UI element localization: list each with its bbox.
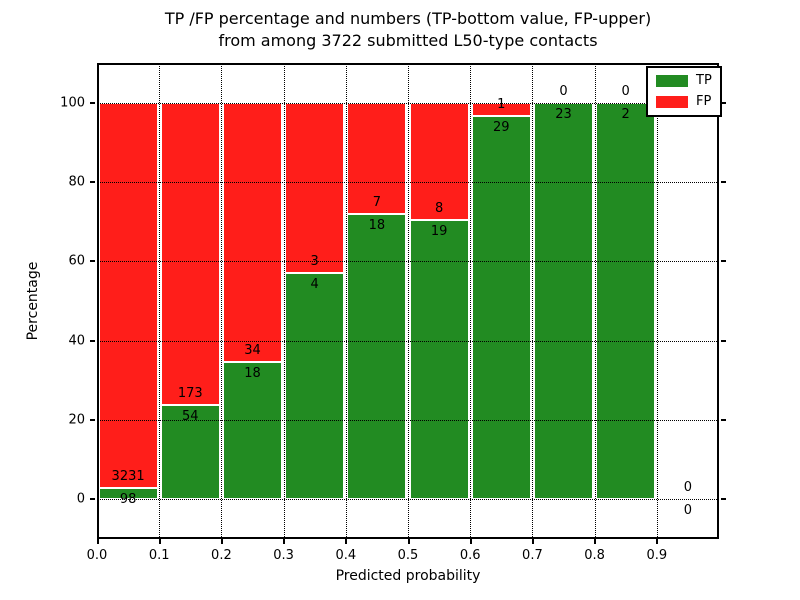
bar-fp-segment [98,102,158,488]
x-tick-mark [345,539,348,544]
y-tick-mark-left [90,419,95,421]
tp-count-label: 2 [621,106,630,122]
x-tick-label: 0.9 [646,548,668,563]
x-tick-label: 0.8 [584,548,605,563]
legend: TP FP [646,66,722,117]
fp-count-label: 0 [559,83,568,99]
y-tick-label: 40 [68,333,85,349]
x-tick-label: 0.3 [273,548,294,563]
bar-tp-segment [596,102,656,500]
tp-count-label: 18 [244,366,261,382]
x-gridline [656,63,658,539]
fp-count-label: 0 [621,83,630,99]
fp-count-label: 0 [683,480,693,496]
tp-legend-swatch [656,75,688,87]
tp-count-label: 23 [555,106,572,122]
bar-fp-segment [285,102,345,273]
tp-legend-label: TP [696,73,712,88]
bar-fp-segment [409,102,469,221]
bar-tp-segment [347,213,407,500]
x-tick-mark [469,539,472,544]
bar-tp-segment [533,102,594,500]
x-tick-label: 0.2 [211,548,232,563]
legend-entry-tp: TP [656,74,712,88]
x-tick-label: 0.6 [459,548,481,563]
x-tick-label: 0.0 [86,548,108,563]
fp-legend-label: FP [696,94,712,109]
bar-fp-segment [160,102,220,405]
tp-count-label: 4 [310,276,319,292]
y-tick-mark-right [721,260,726,263]
fp-count-label: 3 [310,253,319,269]
x-tick-label: 0.4 [335,548,357,563]
bar-tp-segment [222,362,283,500]
tp-count-label: 98 [119,491,137,507]
fp-count-label: 1 [497,96,506,112]
y-gridline [97,340,719,342]
x-gridline [408,63,409,539]
x-gridline [532,63,534,539]
y-tick-mark-right [721,101,726,104]
fp-count-label: 7 [372,194,382,210]
bar-fp-segment [222,102,283,362]
y-tick-label: 60 [68,253,85,269]
y-axis-label: Percentage [25,261,41,341]
y-tick-label: 100 [60,95,85,111]
y-tick-mark-right [721,181,726,183]
fp-count-label: 3231 [111,468,145,484]
tp-count-label: 54 [182,408,199,424]
bar-tp-segment [285,272,345,500]
y-tick-label: 20 [68,412,85,428]
fp-count-label: 34 [244,343,261,359]
y-gridline [97,499,719,501]
y-gridline [97,182,719,183]
x-tick-label: 0.5 [397,548,419,563]
y-tick-mark-left [90,260,95,263]
x-tick-mark [656,539,659,544]
x-tick-mark [158,539,161,544]
x-tick-mark [594,539,597,544]
y-gridline [97,420,719,421]
tp-count-label: 19 [430,224,448,240]
x-gridline [470,63,472,539]
chart-title: TP /FP percentage and numbers (TP-bottom… [97,8,719,52]
bar-tp-segment [98,487,158,500]
y-tick-mark-left [90,101,95,104]
x-tick-label: 0.7 [522,548,543,563]
y-gridline [97,261,719,263]
x-gridline [594,63,596,539]
y-tick-mark-left [90,339,95,342]
x-tick-mark [96,539,99,544]
tp-count-label: 0 [683,503,693,519]
x-gridline [345,63,347,539]
x-tick-mark [407,539,410,544]
x-gridline [159,63,161,539]
x-tick-mark [220,539,223,544]
y-tick-label: 80 [68,174,85,190]
x-gridline [221,63,223,539]
y-tick-mark-left [90,498,95,501]
y-tick-mark-right [721,419,726,421]
chart-title-line2: from among 3722 submitted L50-type conta… [218,31,598,50]
x-axis-label: Predicted probability [335,568,481,584]
x-tick-mark [283,539,286,544]
y-gridline [97,102,719,104]
fp-count-label: 173 [177,385,203,401]
y-tick-label: 0 [76,491,85,507]
y-tick-mark-right [721,339,726,342]
fp-count-label: 8 [434,201,444,217]
chart-title-line1: TP /FP percentage and numbers (TP-bottom… [164,9,652,28]
y-tick-mark-right [721,498,726,501]
x-tick-label: 0.1 [148,548,170,563]
tp-count-label: 18 [368,217,386,233]
legend-entry-fp: FP [656,95,712,109]
bar-tp-segment [409,220,469,500]
x-tick-mark [531,539,534,544]
bar-tp-segment [471,115,531,500]
tp-count-label: 29 [493,119,510,135]
x-gridline [283,63,285,539]
y-tick-mark-left [90,181,95,183]
fp-legend-swatch [656,96,688,108]
